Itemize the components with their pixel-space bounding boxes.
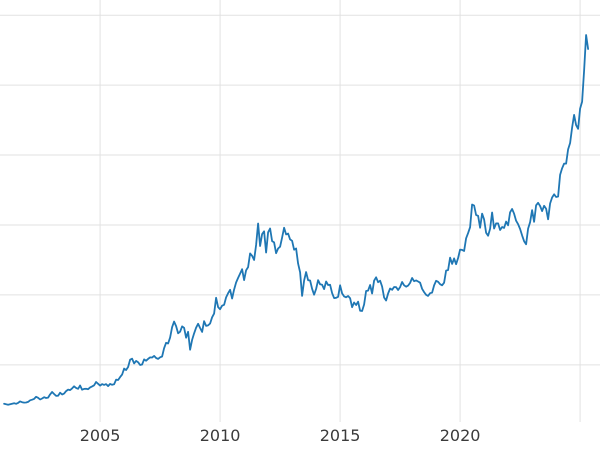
x-tick-label: 2020	[439, 426, 481, 445]
price-line-series	[3, 34, 589, 406]
x-tick-label: 2015	[319, 426, 361, 445]
x-tick-label: 2010	[199, 426, 241, 445]
x-tick-label: 2005	[79, 426, 121, 445]
